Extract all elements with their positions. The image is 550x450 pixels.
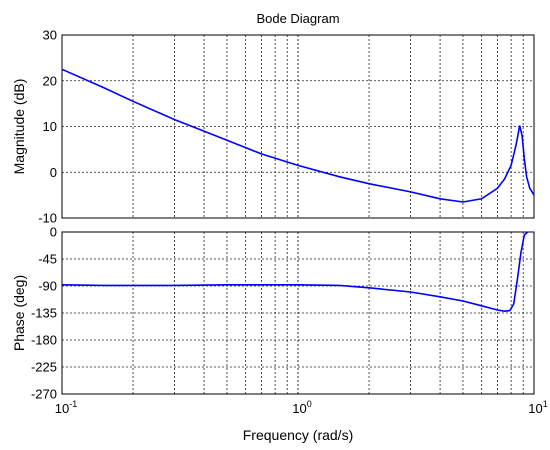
magnitude-curve [61, 68, 535, 203]
magnitude-axes-frame [61, 34, 535, 219]
x-tick-label: 101 [528, 399, 547, 416]
phase-ytick-label: -45 [38, 252, 57, 267]
phase-ytick-label: -90 [38, 279, 57, 294]
phase-ytick-label: -270 [31, 387, 57, 402]
phase-ytick-label: -135 [31, 306, 57, 321]
magnitude-ytick-label: -10 [38, 211, 57, 226]
phase-ytick-label: -225 [31, 360, 57, 375]
phase-y-axis-label: Phase (deg) [11, 275, 27, 351]
chart-title: Bode Diagram [256, 11, 339, 26]
magnitude-panel: 30 20 10 0 -10 Magnitude (dB) [11, 28, 535, 226]
phase-panel: 0 -45 -90 -135 -180 -225 -270 Phase (deg) [11, 225, 535, 402]
x-axis-label: Frequency (rad/s) [243, 427, 353, 443]
phase-ytick-label: -180 [31, 333, 57, 348]
x-tick-label: 10-1 [55, 399, 77, 416]
magnitude-ytick-label: 20 [43, 73, 57, 88]
phase-axes-frame [61, 231, 535, 395]
phase-ytick-label: 0 [50, 225, 57, 240]
magnitude-ytick-label: 10 [43, 119, 57, 134]
x-tick-label: 100 [292, 399, 311, 416]
magnitude-y-axis-label: Magnitude (dB) [11, 79, 27, 175]
phase-curve [61, 231, 529, 313]
magnitude-ytick-label: 0 [50, 165, 57, 180]
magnitude-ytick-label: 30 [43, 28, 57, 43]
